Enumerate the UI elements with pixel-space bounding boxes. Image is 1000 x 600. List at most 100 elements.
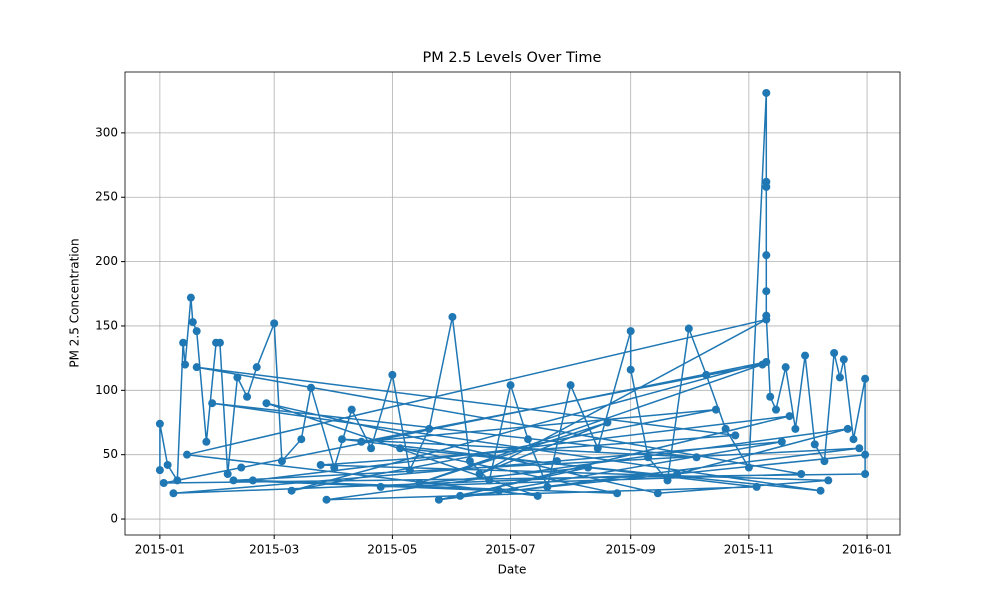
data-point: [584, 463, 593, 472]
data-point: [824, 476, 833, 485]
x-tick-label: 2015-07: [485, 543, 535, 557]
data-line: [159, 92, 866, 501]
data-point: [192, 327, 201, 336]
data-point: [785, 412, 794, 421]
data-point: [155, 419, 164, 428]
y-tick-label: 250: [95, 190, 118, 204]
data-point: [762, 88, 771, 97]
x-tick-label: 2015-09: [606, 543, 656, 557]
x-tick-label: 2016-01: [842, 543, 892, 557]
data-point: [702, 370, 711, 379]
data-point: [415, 478, 424, 487]
y-tick-label: 300: [95, 125, 118, 139]
data-point: [159, 478, 168, 487]
data-point: [762, 315, 771, 324]
data-point: [593, 444, 602, 453]
data-point: [566, 381, 575, 390]
data-point: [653, 489, 662, 498]
data-point: [861, 374, 870, 383]
y-tick-label: 50: [103, 447, 118, 461]
data-point: [843, 424, 852, 433]
data-point: [465, 457, 474, 466]
data-point: [524, 435, 532, 444]
data-point: [434, 495, 443, 504]
y-tick-label: 100: [95, 383, 118, 397]
data-point: [248, 476, 257, 485]
data-point: [277, 457, 286, 466]
data-point: [169, 489, 178, 498]
data-point: [179, 338, 188, 347]
x-tick-label: 2015-03: [249, 543, 299, 557]
data-point: [644, 453, 653, 462]
data-point: [553, 457, 562, 466]
data-point: [752, 482, 761, 491]
data-point: [347, 405, 356, 414]
data-point: [791, 424, 800, 433]
data-point: [816, 486, 825, 495]
data-point: [181, 360, 190, 369]
plot-frame: [124, 71, 901, 536]
data-point: [456, 491, 465, 500]
data-point: [861, 469, 870, 478]
data-point: [711, 405, 720, 414]
x-tick-label: 2015-01: [135, 543, 185, 557]
data-point: [603, 418, 612, 427]
data-point: [233, 373, 242, 382]
data-point: [684, 324, 693, 333]
data-point: [237, 463, 246, 472]
data-point: [367, 444, 376, 453]
data-point: [215, 338, 224, 347]
data-point: [626, 327, 635, 336]
data-point: [485, 476, 494, 485]
data-point: [322, 495, 331, 504]
data-point: [613, 489, 622, 498]
data-point: [448, 312, 457, 321]
x-tick-label: 2015-11: [724, 543, 774, 557]
data-point: [307, 383, 315, 392]
data-point: [330, 463, 339, 472]
data-point: [405, 466, 414, 475]
data-point: [188, 318, 197, 327]
chart-title: PM 2.5 Levels Over Time: [423, 50, 602, 66]
data-point: [229, 476, 238, 485]
data-point: [758, 360, 767, 369]
y-tick-label: 200: [95, 254, 118, 268]
data-point: [396, 444, 405, 453]
data-point: [855, 444, 864, 453]
data-point: [721, 424, 730, 433]
data-point: [810, 440, 819, 449]
data-point: [475, 469, 484, 478]
data-point: [797, 469, 806, 478]
data-point: [388, 370, 397, 379]
data-point: [766, 392, 775, 401]
data-point: [287, 486, 296, 495]
data-point: [762, 251, 771, 260]
data-point: [357, 437, 366, 446]
data-point: [243, 392, 252, 401]
data-point: [297, 435, 306, 444]
data-point: [744, 463, 753, 472]
data-point: [849, 435, 858, 444]
data-point: [673, 469, 682, 478]
data-point: [692, 453, 701, 462]
data-point: [801, 351, 810, 360]
data-point: [192, 363, 201, 372]
data-point: [626, 365, 635, 374]
data-point: [835, 373, 844, 382]
data-point: [494, 486, 503, 495]
data-point: [262, 399, 271, 408]
data-point: [316, 460, 325, 469]
data-point: [338, 435, 346, 444]
data-point: [252, 363, 261, 372]
data-point: [663, 476, 672, 485]
data-point: [183, 450, 191, 459]
data-point: [173, 476, 182, 485]
data-point: [762, 287, 771, 296]
x-axis-label: Date: [498, 563, 527, 577]
data-point: [543, 482, 552, 491]
data-point: [731, 431, 740, 440]
data-point: [425, 424, 434, 433]
data-point: [772, 405, 780, 414]
